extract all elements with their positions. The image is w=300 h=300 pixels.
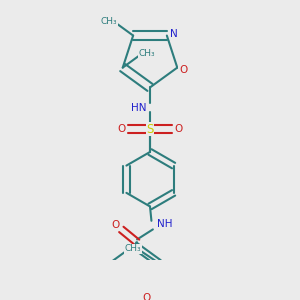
Text: O: O bbox=[142, 292, 151, 300]
Text: NH: NH bbox=[157, 219, 172, 229]
Text: CH₃: CH₃ bbox=[139, 49, 155, 58]
Text: CH₃: CH₃ bbox=[124, 244, 141, 253]
Text: N: N bbox=[170, 29, 178, 39]
Text: O: O bbox=[175, 124, 183, 134]
Text: O: O bbox=[117, 124, 125, 134]
Text: CH₃: CH₃ bbox=[100, 17, 117, 26]
Text: HN: HN bbox=[131, 103, 146, 112]
Text: S: S bbox=[146, 122, 154, 136]
Text: O: O bbox=[179, 65, 187, 76]
Text: O: O bbox=[112, 220, 120, 230]
